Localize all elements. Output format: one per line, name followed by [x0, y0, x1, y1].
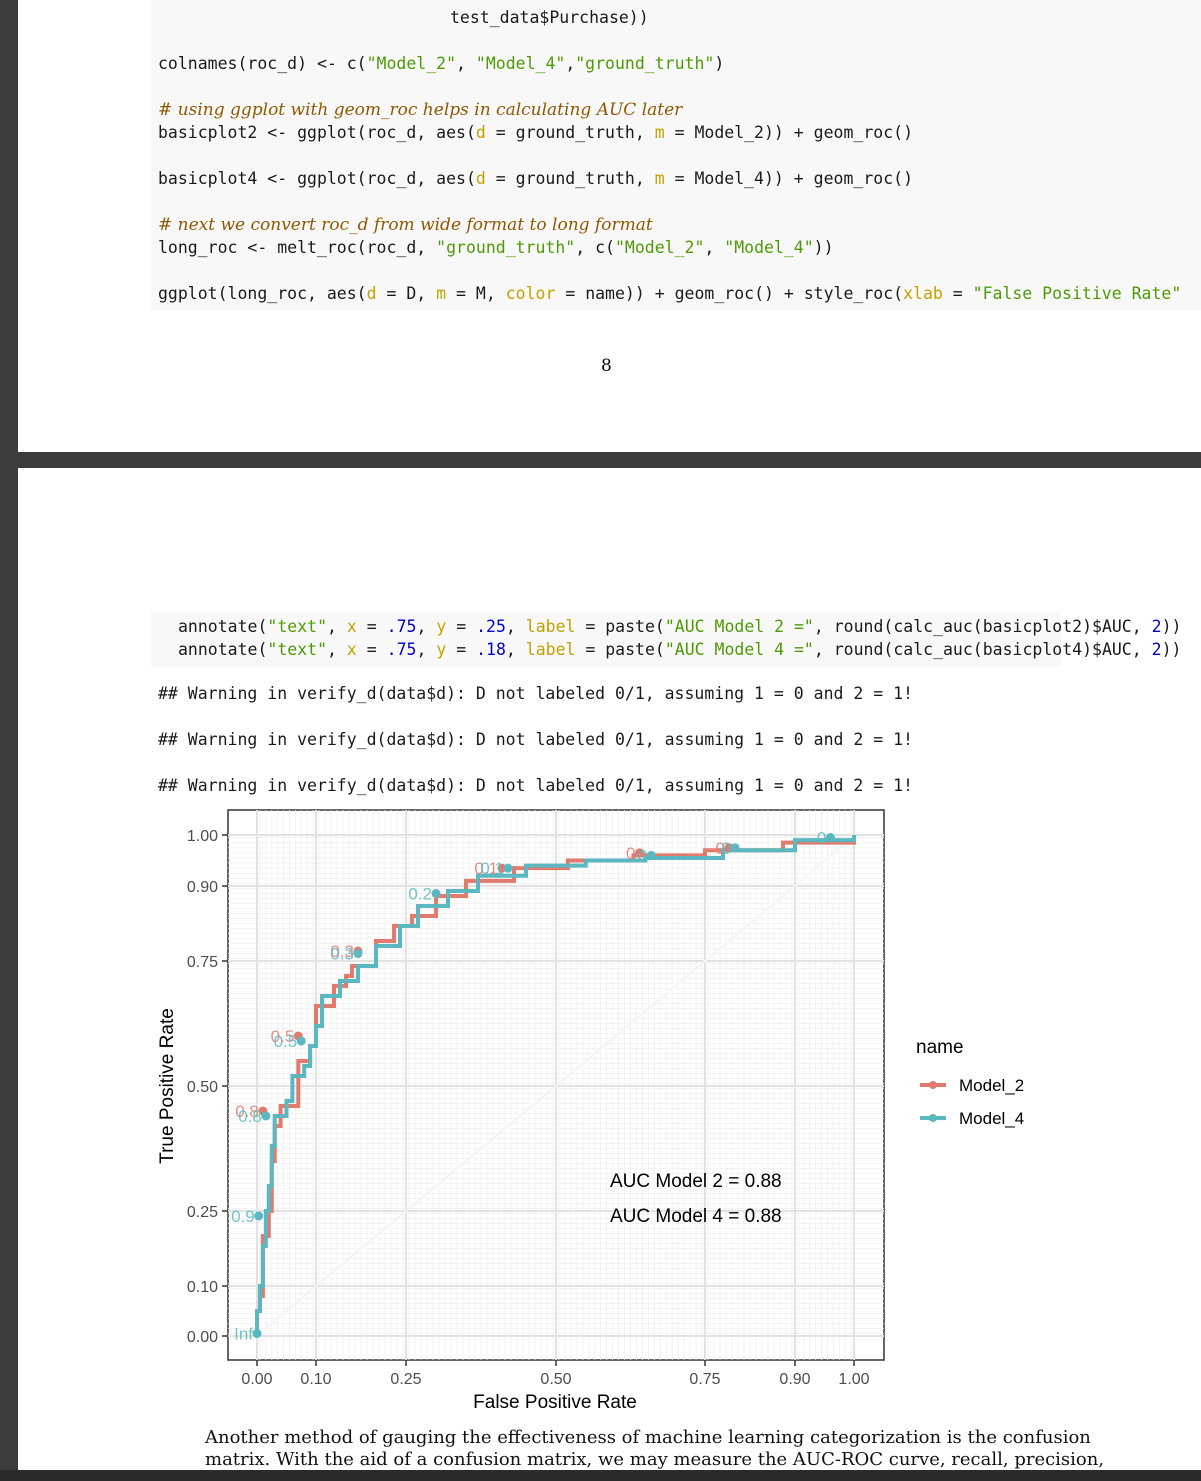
x-tick-label: 0.50 — [540, 1371, 571, 1388]
axes: 0.00 0.10 0.25 0.50 0.75 0.90 1.000.000.100.25… — [187, 828, 870, 1388]
pdf-page-8: test_data$Purchase)) colnames(roc_d) <- … — [18, 0, 1201, 452]
threshold-label: 0.8 — [235, 1102, 259, 1121]
series-lines — [255, 835, 856, 1336]
body-paragraph-line: Another method of gauging the effectiven… — [205, 1427, 1091, 1448]
y-tick-label: 0.00 — [187, 1329, 218, 1346]
warning-line: ## Warning in verify_d(data$d): D not la… — [158, 730, 913, 749]
threshold-label: 0.1 — [480, 859, 504, 878]
threshold-point — [353, 949, 363, 958]
threshold-point — [825, 833, 835, 843]
threshold-label: 0 — [626, 844, 635, 863]
threshold-point — [646, 850, 656, 860]
y-tick-label: 0.25 — [187, 1204, 218, 1221]
warning-line: ## Warning in verify_d(data$d): D not la… — [158, 684, 913, 703]
viewer-bottom-bar — [0, 1470, 1201, 1481]
threshold-label: 0.3 — [330, 942, 354, 961]
threshold-label: 0.1 — [474, 859, 498, 878]
code-line: annotate("text", x = .75, y = .18, label… — [178, 640, 1182, 659]
y-tick-label: 0.90 — [187, 879, 218, 896]
code-line: basicplot2 <- ggplot(roc_d, aes(d = grou… — [158, 123, 914, 142]
x-tick-label: 0.00 — [241, 1371, 272, 1388]
code-line: test_data$Purchase)) — [450, 8, 649, 27]
threshold-label: 0.8 — [238, 1107, 262, 1126]
x-tick-label: 0.10 — [300, 1371, 331, 1388]
legend-item-model-2: Model_2 — [920, 1076, 1024, 1095]
body-paragraph-line: matrix. With the aid of a confusion matr… — [205, 1449, 1105, 1470]
x-tick-label: 1.00 — [838, 1371, 869, 1388]
grid — [228, 810, 884, 1360]
legend-label: Model_2 — [959, 1076, 1024, 1095]
x-tick-label: 0.75 — [689, 1371, 720, 1388]
code-block-1 — [151, 0, 1201, 310]
y-tick-label: 0.50 — [187, 1079, 218, 1096]
legend-title: name — [916, 1037, 964, 1058]
code-line: long_roc <- melt_roc(roc_d, "ground_trut… — [158, 238, 834, 257]
x-axis-title: False Positive Rate — [473, 1392, 637, 1413]
threshold-label: 0.5 — [274, 1032, 298, 1051]
diagonal-reference — [256, 834, 855, 1337]
x-tick-label: 0.90 — [779, 1371, 810, 1388]
threshold-point — [431, 889, 441, 898]
auc-annotation-model-4: AUC Model 4 = 0.88 — [610, 1206, 782, 1227]
y-tick-label: 0.10 — [187, 1279, 218, 1296]
threshold-label: 0 — [722, 839, 731, 858]
threshold-point — [503, 863, 513, 873]
y-tick-label: 0.75 — [187, 954, 218, 971]
threshold-label: 0.5 — [271, 1027, 295, 1046]
threshold-label: 0.2 — [408, 885, 432, 904]
threshold-point — [634, 848, 644, 858]
warning-line: ## Warning in verify_d(data$d): D not la… — [158, 776, 913, 795]
threshold-label: 0.9 — [231, 1207, 255, 1226]
legend-key-point — [929, 1081, 937, 1089]
code-line: colnames(roc_d) <- c("Model_2", "Model_4… — [158, 54, 725, 73]
threshold-label: 0 — [716, 839, 725, 858]
threshold-point — [261, 1111, 271, 1121]
x-tick-label: 0.25 — [390, 1371, 421, 1388]
series-line-model_4 — [255, 835, 856, 1336]
threshold-label: 0.3 — [330, 945, 354, 964]
y-tick-label: 1.00 — [187, 828, 218, 845]
auc-annotation-model-2: AUC Model 2 = 0.88 — [610, 1171, 782, 1192]
threshold-label: 0 — [817, 829, 826, 848]
code-comment: # next we convert roc_d from wide format… — [158, 215, 653, 235]
threshold-label: Inf — [234, 1325, 253, 1344]
code-line: basicplot4 <- ggplot(roc_d, aes(d = grou… — [158, 169, 914, 188]
y-axis-title: True Positive Rate — [157, 1008, 178, 1164]
threshold-point — [296, 1036, 306, 1046]
threshold-point — [252, 1329, 262, 1338]
diagonal-line — [256, 834, 855, 1337]
code-comment: # using ggplot with geom_roc helps in ca… — [158, 100, 683, 120]
threshold-label: 0 — [638, 846, 647, 865]
page-number: 8 — [601, 356, 612, 376]
threshold-point — [254, 1211, 264, 1221]
threshold-point — [730, 843, 740, 853]
code-line: annotate("text", x = .75, y = .25, label… — [178, 617, 1182, 636]
legend-label: Model_4 — [959, 1109, 1024, 1128]
pdf-page-9: annotate("text", x = .75, y = .25, label… — [18, 468, 1201, 1481]
legend-item-model-4: Model_4 — [920, 1109, 1024, 1128]
legend-key-point — [929, 1114, 937, 1122]
code-block-2 — [151, 612, 1061, 666]
code-line: ggplot(long_roc, aes(d = D, m = M, color… — [158, 284, 1182, 303]
